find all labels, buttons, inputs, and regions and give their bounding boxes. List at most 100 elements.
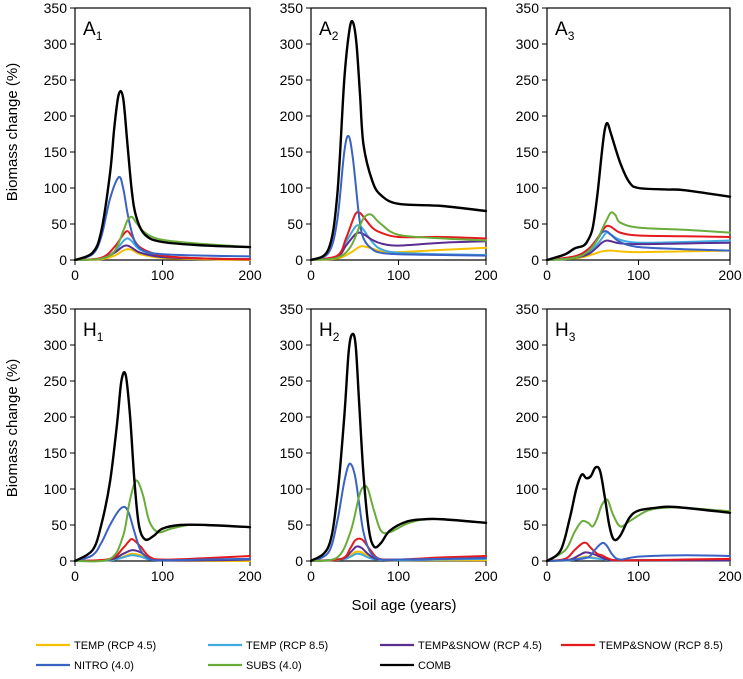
panel-label: H2	[319, 320, 340, 344]
x-tick-label: 0	[71, 267, 79, 283]
legend-item-nitro: NITRO (4.0)	[36, 660, 134, 672]
legend-label: TEMP (RCP 4.5)	[74, 640, 156, 652]
plot-frame	[74, 7, 251, 261]
x-tick-label: 100	[627, 568, 651, 584]
x-tick-label: 0	[307, 568, 315, 584]
y-tick-label: 50	[523, 216, 539, 232]
x-tick-label: 200	[474, 267, 498, 283]
y-tick-label: 50	[287, 216, 303, 232]
series-line-ts85	[74, 230, 251, 261]
x-tick-label: 200	[718, 568, 742, 584]
y-tick-label: 100	[44, 481, 68, 497]
x-tick-label: 100	[151, 267, 175, 283]
y-tick-label: 200	[280, 108, 304, 124]
y-tick-label: 250	[44, 72, 68, 88]
series-line-ts45	[546, 239, 731, 261]
y-tick-label: 100	[280, 180, 304, 196]
panel-A1: 0 50 100 150 200 250 300 350 0 100 200 A1	[44, 0, 262, 283]
series-line-ts85	[546, 224, 731, 261]
y-tick-label: 50	[51, 216, 67, 232]
legend-item-temp45: TEMP (RCP 4.5)	[36, 640, 156, 652]
y-tick-label: 200	[44, 409, 68, 425]
series-line-subs	[310, 213, 487, 261]
y-axis-label-bottom: Biomass change (%)	[4, 359, 21, 497]
series-line-ts85	[546, 541, 731, 562]
series-line-temp45	[310, 245, 487, 261]
y-tick-label: 300	[44, 337, 68, 353]
legend-item-ts85: TEMP&SNOW (RCP 8.5)	[561, 640, 723, 652]
legend-label: SUBS (4.0)	[246, 660, 302, 672]
y-tick-label: 0	[295, 252, 303, 268]
y-tick-label: 150	[280, 445, 304, 461]
legend-label: TEMP&SNOW (RCP 8.5)	[599, 640, 723, 652]
y-tick-label: 100	[280, 481, 304, 497]
x-tick-label: 100	[627, 267, 651, 283]
plot-frame	[546, 308, 731, 562]
y-tick-label: 50	[51, 517, 67, 533]
x-tick-label: 0	[71, 568, 79, 584]
y-tick-label: 0	[59, 252, 67, 268]
series-line-comb	[309, 19, 488, 262]
series-line-comb	[545, 465, 732, 563]
y-tick-label: 100	[516, 180, 540, 196]
y-tick-label: 350	[280, 0, 304, 16]
y-tick-label: 300	[516, 337, 540, 353]
y-tick-label: 50	[287, 517, 303, 533]
legend-item-subs: SUBS (4.0)	[208, 660, 302, 672]
plot-frame	[546, 7, 731, 261]
series-line-comb	[73, 371, 252, 563]
y-tick-label: 200	[516, 409, 540, 425]
panel-H2: 0 50 100 150 200 250 300 350 0 100 200 H2	[280, 301, 498, 584]
series-line-ts45	[310, 231, 487, 261]
y-tick-label: 350	[516, 0, 540, 16]
legend-item-temp85: TEMP (RCP 8.5)	[208, 640, 328, 652]
series-line-comb	[309, 332, 488, 563]
y-tick-label: 350	[280, 301, 304, 317]
x-tick-label: 200	[238, 568, 262, 584]
legend-label: COMB	[418, 660, 451, 672]
series-line-subs	[74, 215, 251, 261]
y-tick-label: 300	[280, 36, 304, 52]
x-tick-label: 0	[543, 568, 551, 584]
y-tick-label: 300	[280, 337, 304, 353]
y-tick-label: 300	[44, 36, 68, 52]
y-tick-label: 300	[516, 36, 540, 52]
panel-A3: 0 50 100 150 200 250 300 350 0 100 200 A3	[516, 0, 742, 283]
panel-A2: 0 50 100 150 200 250 300 350 0 100 200 A2	[280, 0, 498, 283]
series-line-comb	[73, 90, 252, 262]
x-tick-label: 200	[718, 267, 742, 283]
y-tick-label: 0	[531, 553, 539, 569]
y-axis-label-top: Biomass change (%)	[4, 63, 21, 201]
y-tick-label: 150	[280, 144, 304, 160]
x-tick-label: 0	[307, 267, 315, 283]
y-tick-label: 150	[44, 144, 68, 160]
y-tick-label: 250	[280, 72, 304, 88]
y-tick-label: 350	[516, 301, 540, 317]
series-line-nitro	[310, 462, 487, 562]
y-tick-label: 250	[44, 373, 68, 389]
series-line-nitro	[546, 541, 731, 562]
legend-label: TEMP (RCP 8.5)	[246, 640, 328, 652]
y-tick-label: 150	[516, 445, 540, 461]
x-tick-label: 100	[387, 267, 411, 283]
series-line-nitro	[74, 505, 251, 562]
y-tick-label: 150	[516, 144, 540, 160]
x-tick-label: 100	[151, 568, 175, 584]
series-line-comb	[545, 121, 732, 262]
legend-label: TEMP&SNOW (RCP 4.5)	[418, 640, 542, 652]
legend-item-ts45: TEMP&SNOW (RCP 4.5)	[380, 640, 542, 652]
y-tick-label: 350	[44, 301, 68, 317]
x-tick-label: 200	[474, 568, 498, 584]
y-tick-label: 200	[516, 108, 540, 124]
y-tick-label: 250	[280, 373, 304, 389]
series-line-nitro	[310, 134, 487, 261]
panel-H1: 0 50 100 150 200 250 300 350 0 100 200 H1	[44, 301, 262, 584]
x-tick-label: 0	[543, 267, 551, 283]
legend-item-comb: COMB	[380, 660, 451, 672]
y-tick-label: 250	[516, 72, 540, 88]
y-tick-label: 150	[44, 445, 68, 461]
y-tick-label: 200	[44, 108, 68, 124]
panel-label: A3	[555, 19, 575, 43]
x-axis-label: Soil age (years)	[351, 597, 456, 614]
